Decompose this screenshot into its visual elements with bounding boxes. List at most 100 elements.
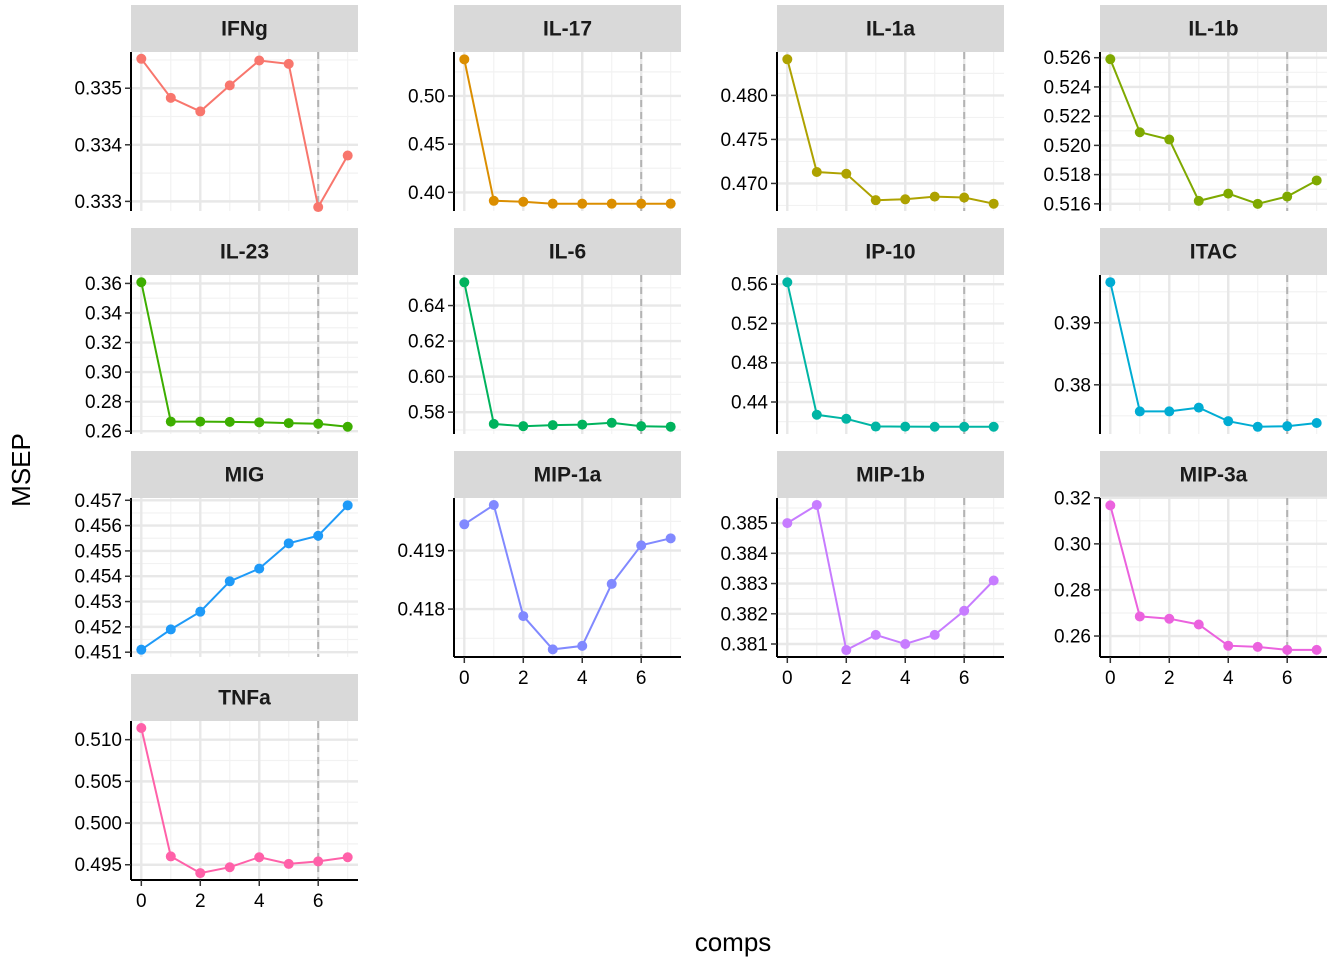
data-point	[636, 540, 647, 551]
data-point	[136, 644, 147, 655]
data-point	[1134, 127, 1145, 138]
facet-strip-label: TNFa	[218, 687, 271, 710]
data-point	[900, 639, 911, 650]
data-point	[459, 54, 470, 65]
facet-strip	[131, 5, 358, 52]
data-point	[1223, 640, 1234, 651]
x-tick-label: 4	[254, 891, 265, 912]
y-tick-label: 0.30	[85, 363, 122, 384]
data-point	[841, 413, 852, 424]
x-tick-label: 6	[636, 668, 647, 689]
y-tick-label: 0.454	[74, 567, 122, 588]
x-axis-title: comps	[695, 927, 772, 957]
data-point	[254, 55, 265, 66]
data-point	[1134, 611, 1145, 622]
x-tick-label: 6	[1282, 668, 1293, 689]
facet-panel-il-6: IL-6 0.58 0.60 0.62 0.64	[408, 228, 681, 434]
facet-panel-il-1b: IL-1b 0.516 0.518 0.520 0.522 0.524 0.526	[1043, 5, 1327, 215]
y-tick-label: 0.56	[731, 275, 768, 296]
y-tick-label: 0.418	[397, 600, 445, 621]
data-point	[1164, 406, 1175, 417]
data-point	[606, 578, 617, 589]
y-tick-label: 0.39	[1054, 313, 1091, 334]
x-tick-label: 0	[1105, 668, 1116, 689]
data-point	[1164, 613, 1175, 624]
y-tick-label: 0.453	[74, 592, 122, 613]
data-point	[254, 417, 265, 428]
y-tick-label: 0.384	[720, 544, 768, 565]
data-point	[988, 198, 999, 209]
facet-strip-label: IL-23	[220, 241, 269, 264]
facet-panel-ip-10: IP-10 0.44 0.48 0.52 0.56	[731, 228, 1004, 434]
y-tick-label: 0.45	[408, 135, 445, 156]
x-tick-label: 2	[195, 891, 206, 912]
series-line-itac	[1109, 281, 1317, 428]
x-tick-label: 2	[1164, 668, 1175, 689]
data-point	[606, 417, 617, 428]
x-tick-label: 4	[1223, 668, 1234, 689]
x-axis: 0 2 4 6	[777, 656, 1004, 689]
data-point	[283, 418, 294, 429]
facet-strip-label: IP-10	[865, 241, 915, 264]
data-point	[900, 194, 911, 205]
y-tick-label: 0.451	[74, 643, 122, 664]
y-tick-label: 0.50	[408, 86, 445, 107]
facet-panel-il-17: IL-17 0.40 0.45 0.50	[408, 5, 681, 211]
y-tick-label: 0.385	[720, 514, 768, 535]
y-tick-label: 0.419	[397, 541, 445, 562]
data-point	[254, 563, 265, 574]
data-point	[811, 166, 822, 177]
y-tick-label: 0.480	[720, 86, 768, 107]
y-tick-label: 0.475	[720, 130, 768, 151]
facet-strip-label: MIP-1a	[534, 464, 602, 487]
data-point	[342, 852, 353, 863]
data-point	[870, 421, 881, 432]
y-tick-label: 0.520	[1043, 136, 1091, 157]
y-tick-label: 0.38	[1054, 375, 1091, 396]
data-point	[606, 198, 617, 209]
data-point	[1193, 619, 1204, 630]
data-point	[870, 195, 881, 206]
data-point	[1311, 418, 1322, 429]
data-point	[577, 640, 588, 651]
y-tick-label: 0.32	[1054, 488, 1091, 509]
data-point	[1252, 421, 1263, 432]
facet-strip	[1100, 5, 1327, 52]
facet-strip-label: MIG	[225, 464, 265, 487]
x-tick-label: 0	[136, 891, 147, 912]
data-point	[195, 416, 206, 427]
data-point	[136, 53, 147, 64]
data-point	[224, 576, 235, 587]
x-tick-label: 0	[459, 668, 470, 689]
data-point	[518, 421, 529, 432]
data-point	[1193, 195, 1204, 206]
facet-strip	[454, 228, 681, 275]
data-point	[165, 92, 176, 103]
y-tick-label: 0.333	[74, 192, 122, 213]
y-tick-label: 0.452	[74, 617, 122, 638]
y-tick-label: 0.44	[731, 393, 768, 414]
data-point	[811, 409, 822, 420]
x-tick-label: 4	[900, 668, 911, 689]
data-point	[342, 150, 353, 161]
x-tick-label: 2	[518, 668, 529, 689]
data-point	[665, 421, 676, 432]
data-point	[1252, 641, 1263, 652]
data-point	[929, 191, 940, 202]
data-point	[782, 277, 793, 288]
data-point	[870, 629, 881, 640]
x-tick-label: 6	[313, 891, 324, 912]
y-tick-label: 0.383	[720, 574, 768, 595]
data-point	[459, 519, 470, 530]
data-point	[342, 500, 353, 511]
facet-strip	[454, 451, 681, 498]
data-point	[782, 518, 793, 529]
data-point	[547, 420, 558, 431]
y-tick-label: 0.36	[85, 274, 122, 295]
series-line-il-1b	[1109, 58, 1318, 205]
data-point	[1105, 277, 1116, 288]
y-tick-label: 0.381	[720, 635, 768, 656]
data-point	[459, 277, 470, 288]
data-point	[283, 58, 294, 69]
